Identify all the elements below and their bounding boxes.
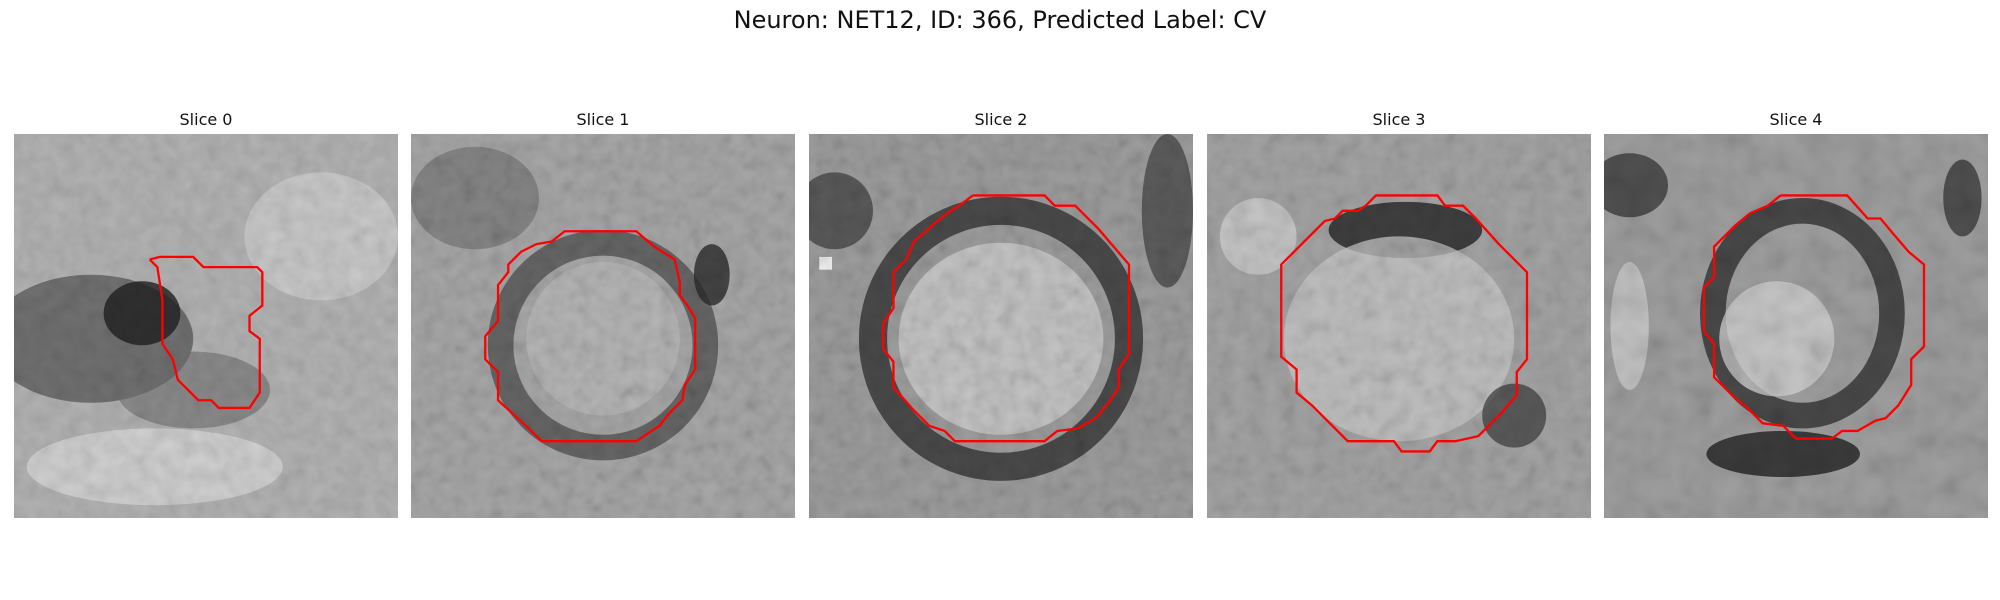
slice-image: [411, 134, 795, 518]
contour-line: [1702, 194, 1926, 440]
slice-panel-0: Slice 0: [14, 109, 398, 518]
noise-texture: [1207, 134, 1591, 518]
contour-line: [882, 194, 1131, 443]
noise-texture: [411, 134, 795, 518]
slice-image: [1207, 134, 1591, 518]
contour-line: [484, 230, 697, 443]
noise-texture: [14, 134, 398, 518]
slice-title: Slice 2: [974, 110, 1028, 129]
slice-panel-3: Slice 3: [1207, 109, 1591, 518]
slice-title: Slice 3: [1372, 110, 1426, 129]
slice-image: [1604, 134, 1988, 518]
slice-image: [14, 134, 398, 518]
contour-line: [148, 255, 264, 410]
slice-panel-2: Slice 2: [809, 109, 1193, 518]
contour-line: [1280, 194, 1529, 453]
noise-texture: [1604, 134, 1988, 518]
slice-title: Slice 4: [1769, 110, 1823, 129]
figure-title: Neuron: NET12, ID: 366, Predicted Label:…: [733, 6, 1267, 34]
slice-title: Slice 1: [576, 110, 630, 129]
slice-title: Slice 0: [179, 110, 233, 129]
noise-texture: [809, 134, 1193, 518]
slice-image: [809, 134, 1193, 518]
slice-panel-1: Slice 1: [411, 109, 795, 518]
slice-panel-4: Slice 4: [1604, 109, 1988, 518]
